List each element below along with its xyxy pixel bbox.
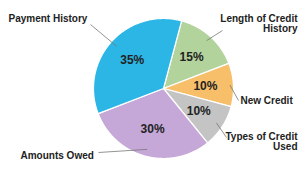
svg-text:10%: 10% [187, 104, 211, 118]
svg-text:35%: 35% [120, 53, 144, 67]
svg-text:Types of CreditUsed: Types of CreditUsed [225, 131, 298, 152]
svg-text:Payment History: Payment History [9, 13, 88, 24]
svg-text:10%: 10% [193, 79, 217, 93]
svg-text:Length of CreditHistory: Length of CreditHistory [220, 13, 298, 34]
svg-text:30%: 30% [141, 122, 165, 136]
svg-text:Amounts Owed: Amounts Owed [21, 150, 94, 161]
svg-text:15%: 15% [180, 50, 204, 64]
svg-text:New Credit: New Credit [241, 95, 294, 106]
